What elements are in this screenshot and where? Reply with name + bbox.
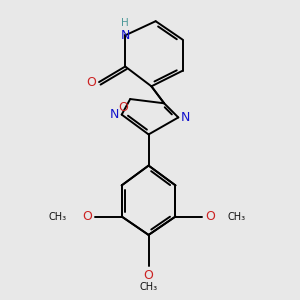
Text: N: N bbox=[121, 29, 130, 42]
Text: CH₃: CH₃ bbox=[140, 282, 158, 292]
Text: O: O bbox=[82, 210, 92, 223]
Text: O: O bbox=[118, 101, 128, 114]
Text: N: N bbox=[110, 108, 119, 121]
Text: O: O bbox=[86, 76, 96, 88]
Text: N: N bbox=[181, 111, 190, 124]
Text: CH₃: CH₃ bbox=[48, 212, 67, 221]
Text: CH₃: CH₃ bbox=[228, 212, 246, 221]
Text: H: H bbox=[122, 18, 129, 28]
Text: O: O bbox=[205, 210, 215, 223]
Text: O: O bbox=[144, 269, 154, 282]
